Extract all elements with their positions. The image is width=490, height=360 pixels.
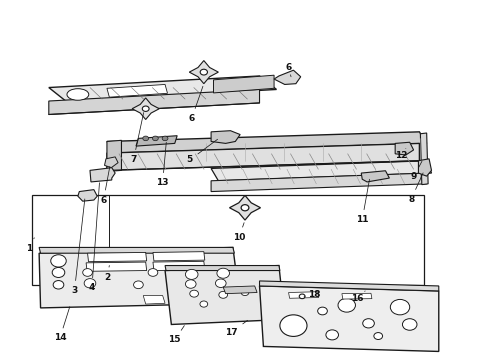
- Circle shape: [53, 280, 64, 289]
- Circle shape: [207, 288, 216, 295]
- Polygon shape: [49, 76, 276, 101]
- Polygon shape: [153, 252, 205, 261]
- Text: 3: 3: [72, 199, 85, 295]
- Text: 6: 6: [286, 63, 292, 77]
- Polygon shape: [132, 98, 159, 120]
- Polygon shape: [107, 85, 168, 97]
- Text: 6: 6: [189, 86, 203, 123]
- Circle shape: [391, 300, 410, 315]
- Text: 14: 14: [53, 307, 70, 342]
- Circle shape: [318, 307, 327, 315]
- Text: 7: 7: [130, 113, 144, 164]
- Polygon shape: [143, 296, 165, 304]
- Polygon shape: [107, 132, 427, 153]
- Polygon shape: [342, 293, 372, 299]
- Circle shape: [200, 301, 208, 307]
- Circle shape: [299, 294, 305, 299]
- Polygon shape: [189, 60, 219, 84]
- Text: 5: 5: [187, 139, 218, 165]
- Circle shape: [185, 269, 198, 279]
- Polygon shape: [214, 75, 274, 93]
- Polygon shape: [211, 131, 240, 143]
- Circle shape: [200, 69, 207, 75]
- Text: 2: 2: [104, 266, 110, 282]
- Circle shape: [52, 267, 65, 278]
- Polygon shape: [420, 133, 428, 185]
- Circle shape: [51, 255, 66, 267]
- Polygon shape: [274, 70, 301, 85]
- Circle shape: [216, 279, 226, 288]
- Polygon shape: [418, 159, 432, 176]
- Circle shape: [280, 315, 307, 336]
- Circle shape: [181, 279, 193, 289]
- Polygon shape: [107, 143, 419, 170]
- Circle shape: [363, 319, 374, 328]
- Text: 18: 18: [304, 290, 320, 299]
- Polygon shape: [104, 157, 118, 168]
- Polygon shape: [153, 261, 205, 270]
- Polygon shape: [211, 173, 427, 192]
- Polygon shape: [49, 90, 260, 114]
- Polygon shape: [90, 168, 115, 182]
- Polygon shape: [39, 247, 234, 253]
- Polygon shape: [211, 161, 432, 181]
- Polygon shape: [88, 252, 147, 262]
- Circle shape: [241, 289, 249, 296]
- Text: 9: 9: [411, 161, 422, 181]
- Text: 1: 1: [26, 238, 34, 253]
- Text: 4: 4: [89, 183, 99, 292]
- Circle shape: [374, 333, 383, 339]
- Text: 11: 11: [356, 179, 369, 224]
- Polygon shape: [223, 286, 257, 294]
- Circle shape: [134, 281, 143, 289]
- Polygon shape: [395, 142, 414, 155]
- Polygon shape: [165, 266, 285, 324]
- Circle shape: [402, 319, 417, 330]
- Polygon shape: [260, 286, 439, 351]
- Ellipse shape: [67, 89, 89, 100]
- Polygon shape: [86, 262, 147, 271]
- Polygon shape: [39, 247, 240, 308]
- Circle shape: [148, 269, 158, 276]
- Circle shape: [84, 279, 96, 288]
- Text: 17: 17: [225, 320, 247, 337]
- Circle shape: [326, 330, 339, 340]
- Polygon shape: [107, 140, 122, 171]
- Polygon shape: [260, 281, 439, 291]
- Circle shape: [162, 136, 168, 141]
- Text: 13: 13: [156, 142, 169, 187]
- Polygon shape: [136, 136, 177, 146]
- Text: 8: 8: [408, 173, 423, 204]
- Circle shape: [217, 268, 229, 278]
- Circle shape: [143, 136, 148, 141]
- Text: 12: 12: [395, 148, 407, 160]
- Circle shape: [219, 291, 227, 298]
- Circle shape: [142, 106, 149, 112]
- Polygon shape: [165, 266, 280, 270]
- Circle shape: [152, 136, 158, 141]
- Circle shape: [241, 204, 249, 211]
- Circle shape: [338, 298, 355, 312]
- Text: 10: 10: [233, 223, 245, 242]
- Polygon shape: [78, 190, 97, 201]
- Text: 6: 6: [100, 167, 110, 204]
- Text: 16: 16: [351, 291, 365, 303]
- Circle shape: [190, 290, 198, 297]
- Circle shape: [185, 280, 196, 288]
- Circle shape: [83, 269, 93, 276]
- Polygon shape: [229, 195, 261, 220]
- Polygon shape: [361, 171, 390, 182]
- Polygon shape: [289, 292, 318, 298]
- Text: 15: 15: [169, 326, 184, 345]
